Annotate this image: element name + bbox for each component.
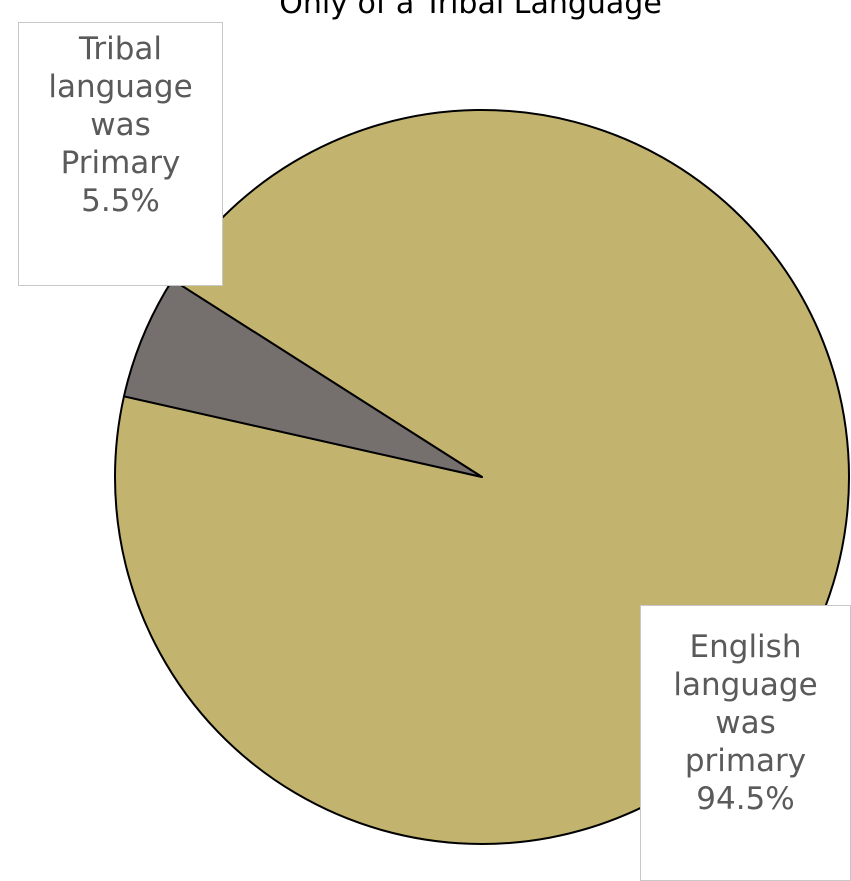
data-label-tribal-line-3: was	[90, 107, 151, 143]
data-label-tribal-line-2: language	[48, 69, 193, 105]
data-label-tribal: Tribal language was Primary 5.5%	[18, 22, 223, 286]
data-label-tribal-value: 5.5%	[81, 183, 160, 219]
data-label-tribal-line-1: Tribal	[78, 31, 163, 67]
data-label-english-line-1: English	[689, 629, 802, 665]
data-label-english-value: 94.5%	[696, 781, 795, 817]
data-label-tribal-line-4: Primary	[60, 145, 181, 181]
data-label-english-line-2: language	[673, 667, 818, 703]
data-label-english-line-4: primary	[684, 743, 807, 779]
data-label-english-line-3: was	[715, 705, 776, 741]
data-label-english: English language was primary 94.5%	[640, 605, 851, 881]
chart-title: Only of a Tribal Language	[279, 0, 662, 21]
